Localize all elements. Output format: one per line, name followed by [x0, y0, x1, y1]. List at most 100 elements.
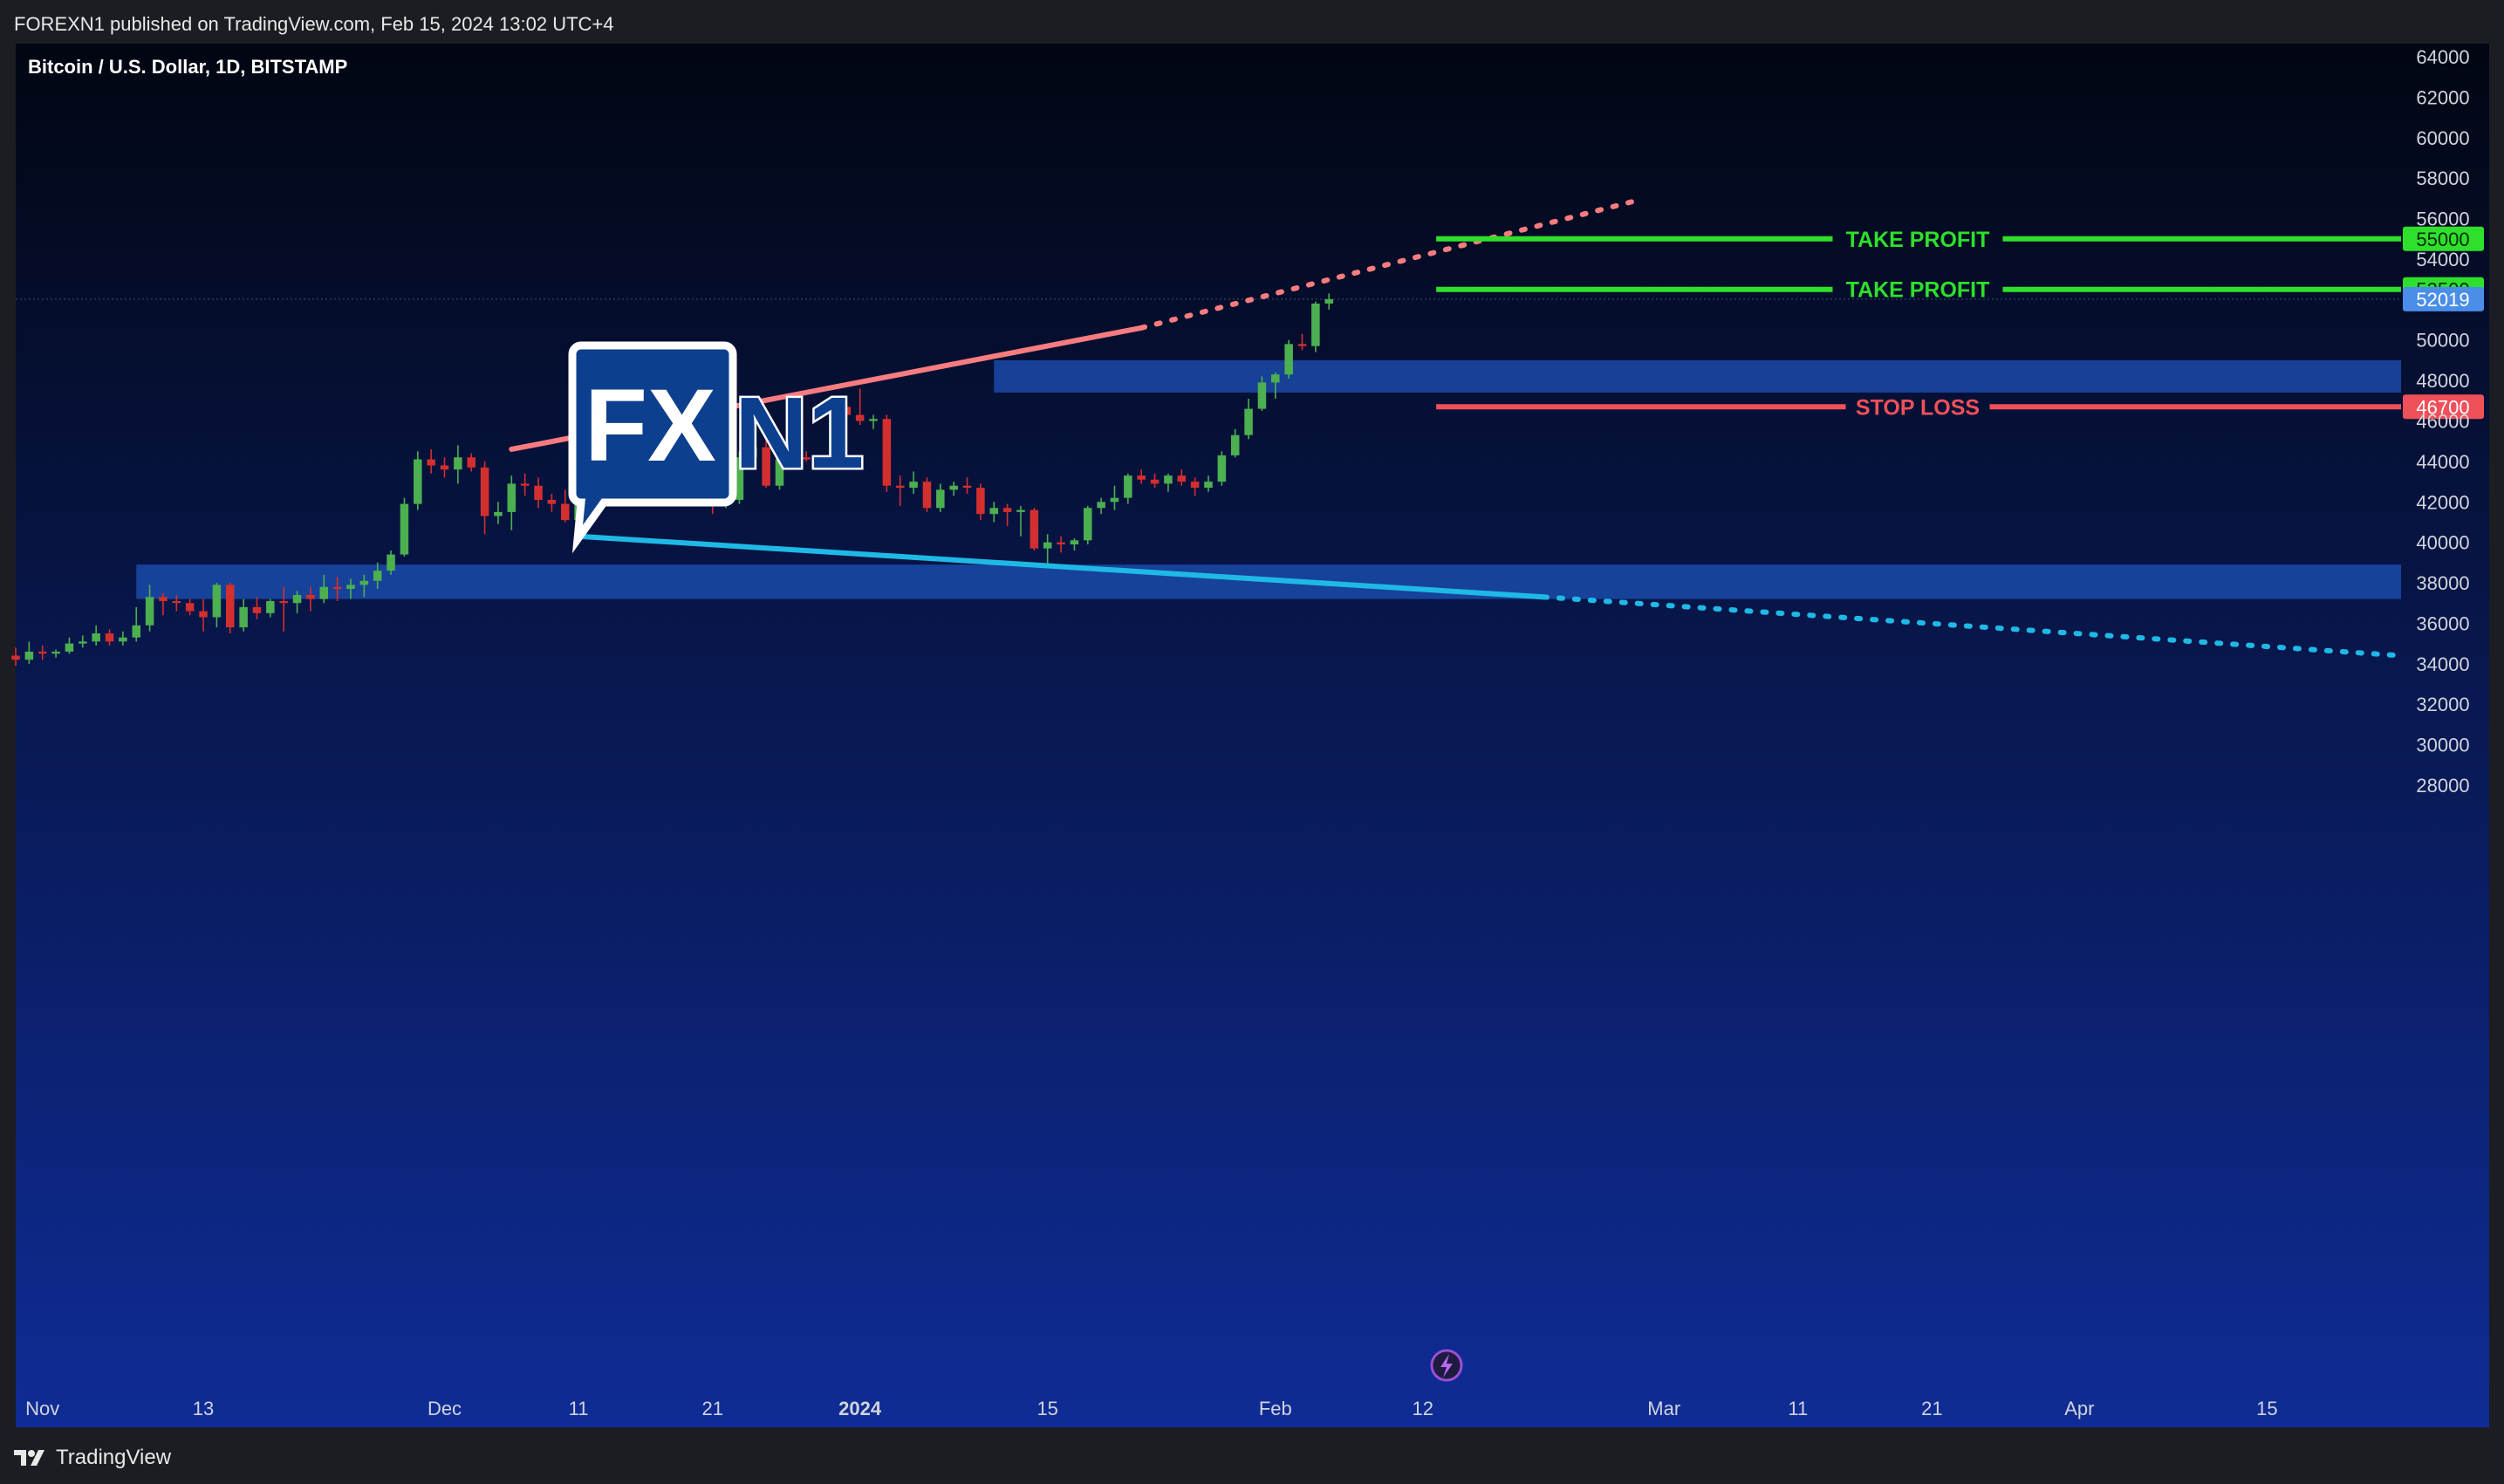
- candle[interactable]: [279, 586, 288, 632]
- candle[interactable]: [1016, 505, 1025, 537]
- candle[interactable]: [829, 400, 838, 460]
- candle[interactable]: [1177, 469, 1187, 486]
- candle[interactable]: [534, 477, 543, 509]
- candle[interactable]: [1311, 301, 1320, 352]
- candle-body: [1204, 482, 1213, 489]
- candle[interactable]: [51, 649, 60, 658]
- candle[interactable]: [306, 586, 315, 612]
- candle[interactable]: [895, 475, 905, 506]
- candle[interactable]: [225, 583, 235, 634]
- candle[interactable]: [359, 574, 369, 598]
- candle[interactable]: [332, 577, 342, 601]
- candle[interactable]: [440, 457, 449, 478]
- candle[interactable]: [92, 625, 100, 646]
- candle-body: [1271, 374, 1280, 383]
- candle[interactable]: [1204, 475, 1213, 492]
- candle[interactable]: [1271, 372, 1280, 399]
- candle[interactable]: [480, 461, 489, 535]
- candle[interactable]: [319, 574, 329, 604]
- candle[interactable]: [387, 550, 395, 575]
- candle[interactable]: [185, 598, 195, 616]
- candle[interactable]: [172, 594, 181, 612]
- candle[interactable]: [989, 502, 999, 523]
- candle[interactable]: [1070, 538, 1079, 551]
- candle[interactable]: [1297, 333, 1307, 351]
- candle[interactable]: [547, 494, 557, 512]
- candle[interactable]: [1043, 534, 1052, 567]
- candle[interactable]: [976, 483, 985, 521]
- candle[interactable]: [815, 455, 824, 462]
- candle[interactable]: [414, 451, 422, 510]
- candle[interactable]: [373, 562, 382, 590]
- published-text: FOREXN1 published on TradingView.com, Fe…: [14, 13, 614, 35]
- candle-body: [829, 407, 838, 458]
- candle[interactable]: [789, 447, 797, 466]
- candle[interactable]: [949, 482, 958, 496]
- candle[interactable]: [239, 598, 248, 632]
- support-projection[interactable]: [1540, 594, 2404, 659]
- candle[interactable]: [159, 592, 168, 616]
- candle[interactable]: [1097, 497, 1105, 515]
- candle[interactable]: [962, 477, 972, 494]
- candle[interactable]: [24, 641, 34, 664]
- candle[interactable]: [266, 598, 275, 618]
- candle[interactable]: [119, 631, 127, 646]
- candle[interactable]: [400, 497, 409, 557]
- candle-body: [92, 633, 100, 642]
- candle[interactable]: [1284, 339, 1293, 379]
- candle[interactable]: [560, 489, 570, 523]
- candle[interactable]: [38, 645, 47, 660]
- candle[interactable]: [762, 434, 770, 489]
- candle[interactable]: [520, 473, 530, 496]
- candle[interactable]: [909, 471, 918, 494]
- candle[interactable]: [292, 591, 302, 613]
- candle[interactable]: [1110, 485, 1119, 510]
- support-line[interactable]: [576, 533, 1546, 600]
- candle[interactable]: [842, 398, 852, 423]
- candle[interactable]: [1124, 473, 1132, 504]
- candle[interactable]: [869, 414, 878, 429]
- lightning-icon[interactable]: [1430, 1349, 1463, 1382]
- candle[interactable]: [1030, 508, 1039, 551]
- candle[interactable]: [105, 629, 114, 646]
- candle[interactable]: [11, 647, 20, 667]
- candle[interactable]: [1137, 469, 1146, 484]
- candle[interactable]: [132, 606, 140, 642]
- candle[interactable]: [1257, 376, 1267, 411]
- candle[interactable]: [1057, 536, 1065, 553]
- candle[interactable]: [1150, 473, 1160, 489]
- candle[interactable]: [735, 451, 744, 504]
- candle[interactable]: [936, 483, 945, 512]
- candle[interactable]: [1244, 398, 1253, 440]
- candle[interactable]: [507, 475, 517, 530]
- candle[interactable]: [252, 597, 262, 619]
- candle[interactable]: [1190, 477, 1200, 496]
- candle[interactable]: [1230, 428, 1240, 458]
- candle[interactable]: [922, 477, 932, 512]
- candle[interactable]: [427, 448, 435, 474]
- candle[interactable]: [1324, 293, 1333, 310]
- resistance-projection[interactable]: [1139, 197, 1640, 331]
- candle[interactable]: [802, 451, 811, 462]
- candle[interactable]: [1217, 451, 1227, 486]
- candle[interactable]: [1002, 503, 1012, 527]
- candle[interactable]: [454, 445, 462, 484]
- candle[interactable]: [467, 453, 475, 472]
- candle[interactable]: [79, 635, 87, 648]
- candle[interactable]: [1084, 505, 1092, 544]
- candle[interactable]: [65, 637, 74, 654]
- candle[interactable]: [749, 428, 757, 468]
- candle[interactable]: [775, 453, 784, 490]
- candle[interactable]: [212, 583, 222, 628]
- candle[interactable]: [882, 414, 892, 492]
- zone-1[interactable]: [994, 359, 2401, 393]
- candle[interactable]: [1164, 473, 1173, 492]
- x-tick-label: 11: [1788, 1398, 1808, 1419]
- candle[interactable]: [145, 585, 154, 632]
- tradingview-brand[interactable]: TradingView: [14, 1446, 171, 1470]
- candle[interactable]: [346, 578, 355, 599]
- candle[interactable]: [855, 388, 865, 426]
- candle[interactable]: [494, 502, 503, 524]
- candle[interactable]: [199, 598, 208, 632]
